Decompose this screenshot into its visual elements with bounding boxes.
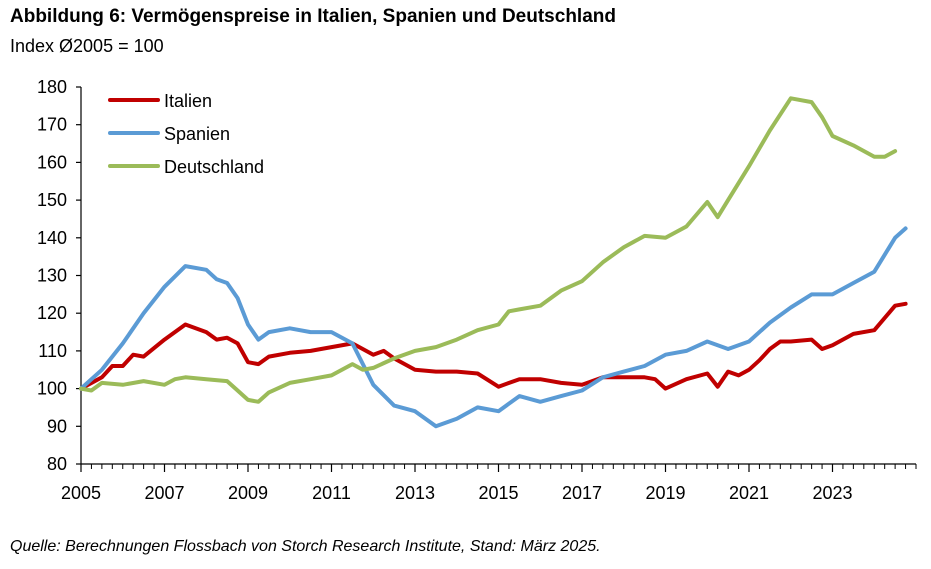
legend-label-italien: Italien bbox=[164, 91, 212, 111]
x-tick-label: 2007 bbox=[144, 483, 184, 503]
x-tick-label: 2015 bbox=[478, 483, 518, 503]
y-tick-label: 140 bbox=[37, 228, 67, 248]
legend-label-spanien: Spanien bbox=[164, 124, 230, 144]
x-tick-label: 2005 bbox=[61, 483, 101, 503]
y-tick-label: 170 bbox=[37, 115, 67, 135]
y-tick-label: 130 bbox=[37, 266, 67, 286]
x-tick-label: 2009 bbox=[228, 483, 268, 503]
chart-legend: Italien Spanien Deutschland bbox=[108, 91, 264, 177]
y-tick-label: 180 bbox=[37, 77, 67, 97]
series-line-deutschland bbox=[79, 96, 898, 404]
x-tick-label: 2011 bbox=[312, 483, 351, 503]
series-line-italien bbox=[79, 301, 908, 391]
x-tick-label: 2023 bbox=[812, 483, 852, 503]
chart-series-lines bbox=[79, 96, 908, 429]
x-tick-label: 2019 bbox=[645, 483, 685, 503]
y-tick-label: 90 bbox=[47, 416, 67, 436]
y-tick-label: 100 bbox=[37, 379, 67, 399]
legend-label-deutschland: Deutschland bbox=[164, 157, 264, 177]
series-line-spanien bbox=[79, 226, 908, 429]
chart-axes: 80 90 100 110 120 130 140 150 160 170 180 2005 2007 2… bbox=[37, 77, 917, 503]
x-tick-label: 2017 bbox=[562, 483, 602, 503]
chart-subtitle: Index Ø2005 = 100 bbox=[10, 36, 164, 56]
y-tick-label: 160 bbox=[37, 152, 67, 172]
x-tick-label: 2021 bbox=[729, 483, 769, 503]
y-tick-label: 110 bbox=[38, 341, 67, 361]
source-note: Quelle: Berechnungen Flossbach von Storc… bbox=[10, 538, 601, 555]
y-tick-label: 150 bbox=[37, 190, 67, 210]
y-tick-label: 80 bbox=[47, 454, 67, 474]
y-tick-label: 120 bbox=[37, 303, 67, 323]
chart-title: Abbildung 6: Vermögenspreise in Italien,… bbox=[10, 6, 616, 27]
x-tick-label: 2013 bbox=[395, 483, 435, 503]
